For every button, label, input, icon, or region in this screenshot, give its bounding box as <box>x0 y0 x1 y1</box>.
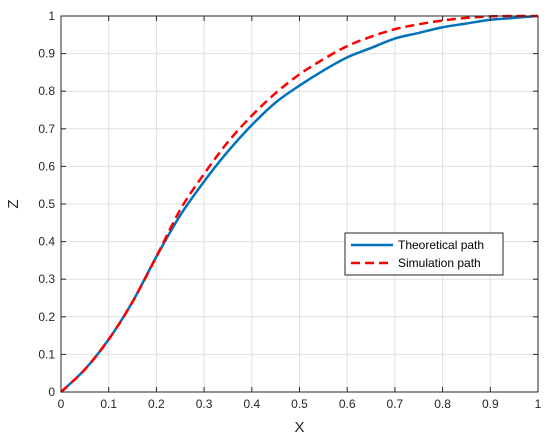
x-axis-title: X <box>294 419 304 436</box>
y-tick-label: 0.7 <box>38 122 55 136</box>
y-tick-label: 0.3 <box>38 272 55 286</box>
legend-box <box>344 232 504 276</box>
series-layer <box>60 14 539 393</box>
y-tick-label: 0.9 <box>38 47 55 61</box>
x-tick-label: 0.8 <box>434 397 451 411</box>
y-axis-title: Z <box>5 199 22 208</box>
x-tick-label: 1 <box>535 397 542 411</box>
legend: Theoretical path Simulation path <box>344 232 504 276</box>
x-tick-label: 0.7 <box>387 397 404 411</box>
legend-label-1: Theoretical path <box>398 238 484 252</box>
x-tick-label: 0.6 <box>339 397 356 411</box>
x-tick-label: 0.1 <box>100 397 117 411</box>
x-tick-label: 0.4 <box>243 397 260 411</box>
y-tick-label: 0.6 <box>38 159 55 173</box>
y-tick-label: 0.1 <box>38 347 55 361</box>
y-tick-label: 0.4 <box>38 235 55 249</box>
x-tick-label: 0.5 <box>291 397 308 411</box>
y-tick-label: 1 <box>48 9 55 23</box>
x-tick-label: 0.3 <box>196 397 213 411</box>
y-tick-label: 0 <box>48 385 55 399</box>
legend-label-2: Simulation path <box>398 256 481 270</box>
x-tick-label: 0.2 <box>148 397 165 411</box>
series-line-2 <box>60 14 539 393</box>
ticks: 0 0.1 0.2 0.3 0.4 0.5 0.6 0.7 0.8 0.9 1 0 0.1 0.2 0.3 0… <box>38 9 541 411</box>
x-tick-label: 0.9 <box>482 397 499 411</box>
grid <box>61 16 538 392</box>
y-tick-label: 0.2 <box>38 310 55 324</box>
x-tick-label: 0 <box>58 397 65 411</box>
y-tick-label: 0.8 <box>38 84 55 98</box>
y-tick-label: 0.5 <box>38 197 55 211</box>
